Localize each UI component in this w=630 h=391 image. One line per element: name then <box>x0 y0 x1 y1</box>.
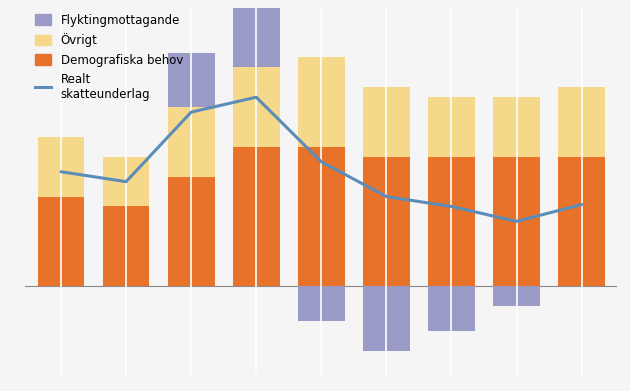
Bar <box>428 97 475 157</box>
Bar <box>558 157 605 286</box>
Bar <box>38 197 84 286</box>
Bar <box>168 107 215 177</box>
Bar <box>168 52 215 107</box>
Bar <box>493 97 540 157</box>
Bar <box>363 286 410 350</box>
Legend: Flyktingmottagande, Övrigt, Demografiska behov, Realt
skatteunderlag: Flyktingmottagande, Övrigt, Demografiska… <box>31 10 186 104</box>
Bar <box>298 286 345 321</box>
Bar <box>363 157 410 286</box>
Bar <box>168 177 215 286</box>
Bar <box>38 137 84 197</box>
Bar <box>298 147 345 286</box>
Bar <box>428 157 475 286</box>
Bar <box>103 206 149 286</box>
Bar <box>363 87 410 157</box>
Bar <box>493 286 540 306</box>
Bar <box>493 157 540 286</box>
Bar <box>233 67 280 147</box>
Bar <box>298 57 345 147</box>
Bar <box>428 286 475 331</box>
Bar <box>233 0 280 67</box>
Bar <box>558 87 605 157</box>
Bar <box>103 157 149 206</box>
Bar <box>233 147 280 286</box>
